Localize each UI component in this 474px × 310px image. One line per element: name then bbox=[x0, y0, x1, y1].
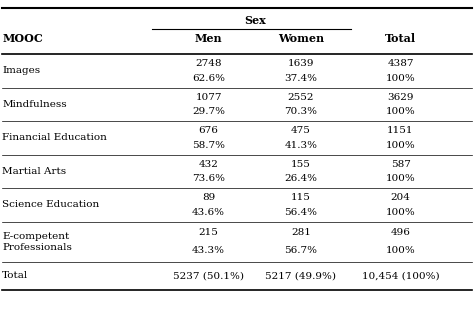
Text: 281: 281 bbox=[291, 228, 311, 237]
Text: Science Education: Science Education bbox=[2, 200, 100, 210]
Text: 43.6%: 43.6% bbox=[192, 208, 225, 217]
Text: Sex: Sex bbox=[244, 15, 265, 26]
Text: 496: 496 bbox=[391, 228, 410, 237]
Text: Martial Arts: Martial Arts bbox=[2, 167, 66, 176]
Text: Mindfulness: Mindfulness bbox=[2, 100, 67, 109]
Text: 100%: 100% bbox=[386, 74, 415, 83]
Text: 100%: 100% bbox=[386, 141, 415, 150]
Text: 3629: 3629 bbox=[387, 93, 414, 102]
Text: 37.4%: 37.4% bbox=[284, 74, 318, 83]
Text: 26.4%: 26.4% bbox=[284, 174, 318, 183]
Text: 41.3%: 41.3% bbox=[284, 141, 318, 150]
Text: 62.6%: 62.6% bbox=[192, 74, 225, 83]
Text: 2748: 2748 bbox=[195, 59, 222, 68]
Text: 43.3%: 43.3% bbox=[192, 246, 225, 255]
Text: Images: Images bbox=[2, 66, 40, 76]
Text: 100%: 100% bbox=[386, 208, 415, 217]
Text: 73.6%: 73.6% bbox=[192, 174, 225, 183]
Text: 1151: 1151 bbox=[387, 126, 414, 135]
Text: Women: Women bbox=[278, 33, 324, 44]
Text: 70.3%: 70.3% bbox=[284, 107, 318, 116]
Text: 29.7%: 29.7% bbox=[192, 107, 225, 116]
Text: 5217 (49.9%): 5217 (49.9%) bbox=[265, 271, 337, 281]
Text: 475: 475 bbox=[291, 126, 311, 135]
Text: 432: 432 bbox=[199, 160, 219, 169]
Text: Total: Total bbox=[2, 271, 28, 281]
Text: 100%: 100% bbox=[386, 107, 415, 116]
Text: 2552: 2552 bbox=[288, 93, 314, 102]
Text: E-competent
Professionals: E-competent Professionals bbox=[2, 232, 72, 252]
Text: 1639: 1639 bbox=[288, 59, 314, 68]
Text: MOOC: MOOC bbox=[2, 33, 43, 44]
Text: 676: 676 bbox=[199, 126, 219, 135]
Text: 155: 155 bbox=[291, 160, 311, 169]
Text: 115: 115 bbox=[291, 193, 311, 202]
Text: 89: 89 bbox=[202, 193, 215, 202]
Text: 56.7%: 56.7% bbox=[284, 246, 318, 255]
Text: Financial Education: Financial Education bbox=[2, 133, 107, 143]
Text: 215: 215 bbox=[199, 228, 219, 237]
Text: 587: 587 bbox=[391, 160, 410, 169]
Text: Total: Total bbox=[385, 33, 416, 44]
Text: 5237 (50.1%): 5237 (50.1%) bbox=[173, 271, 244, 281]
Text: 100%: 100% bbox=[386, 246, 415, 255]
Text: 100%: 100% bbox=[386, 174, 415, 183]
Text: 10,454 (100%): 10,454 (100%) bbox=[362, 271, 439, 281]
Text: 58.7%: 58.7% bbox=[192, 141, 225, 150]
Text: 1077: 1077 bbox=[195, 93, 222, 102]
Text: Men: Men bbox=[195, 33, 222, 44]
Text: 204: 204 bbox=[391, 193, 410, 202]
Text: 56.4%: 56.4% bbox=[284, 208, 318, 217]
Text: 4387: 4387 bbox=[387, 59, 414, 68]
